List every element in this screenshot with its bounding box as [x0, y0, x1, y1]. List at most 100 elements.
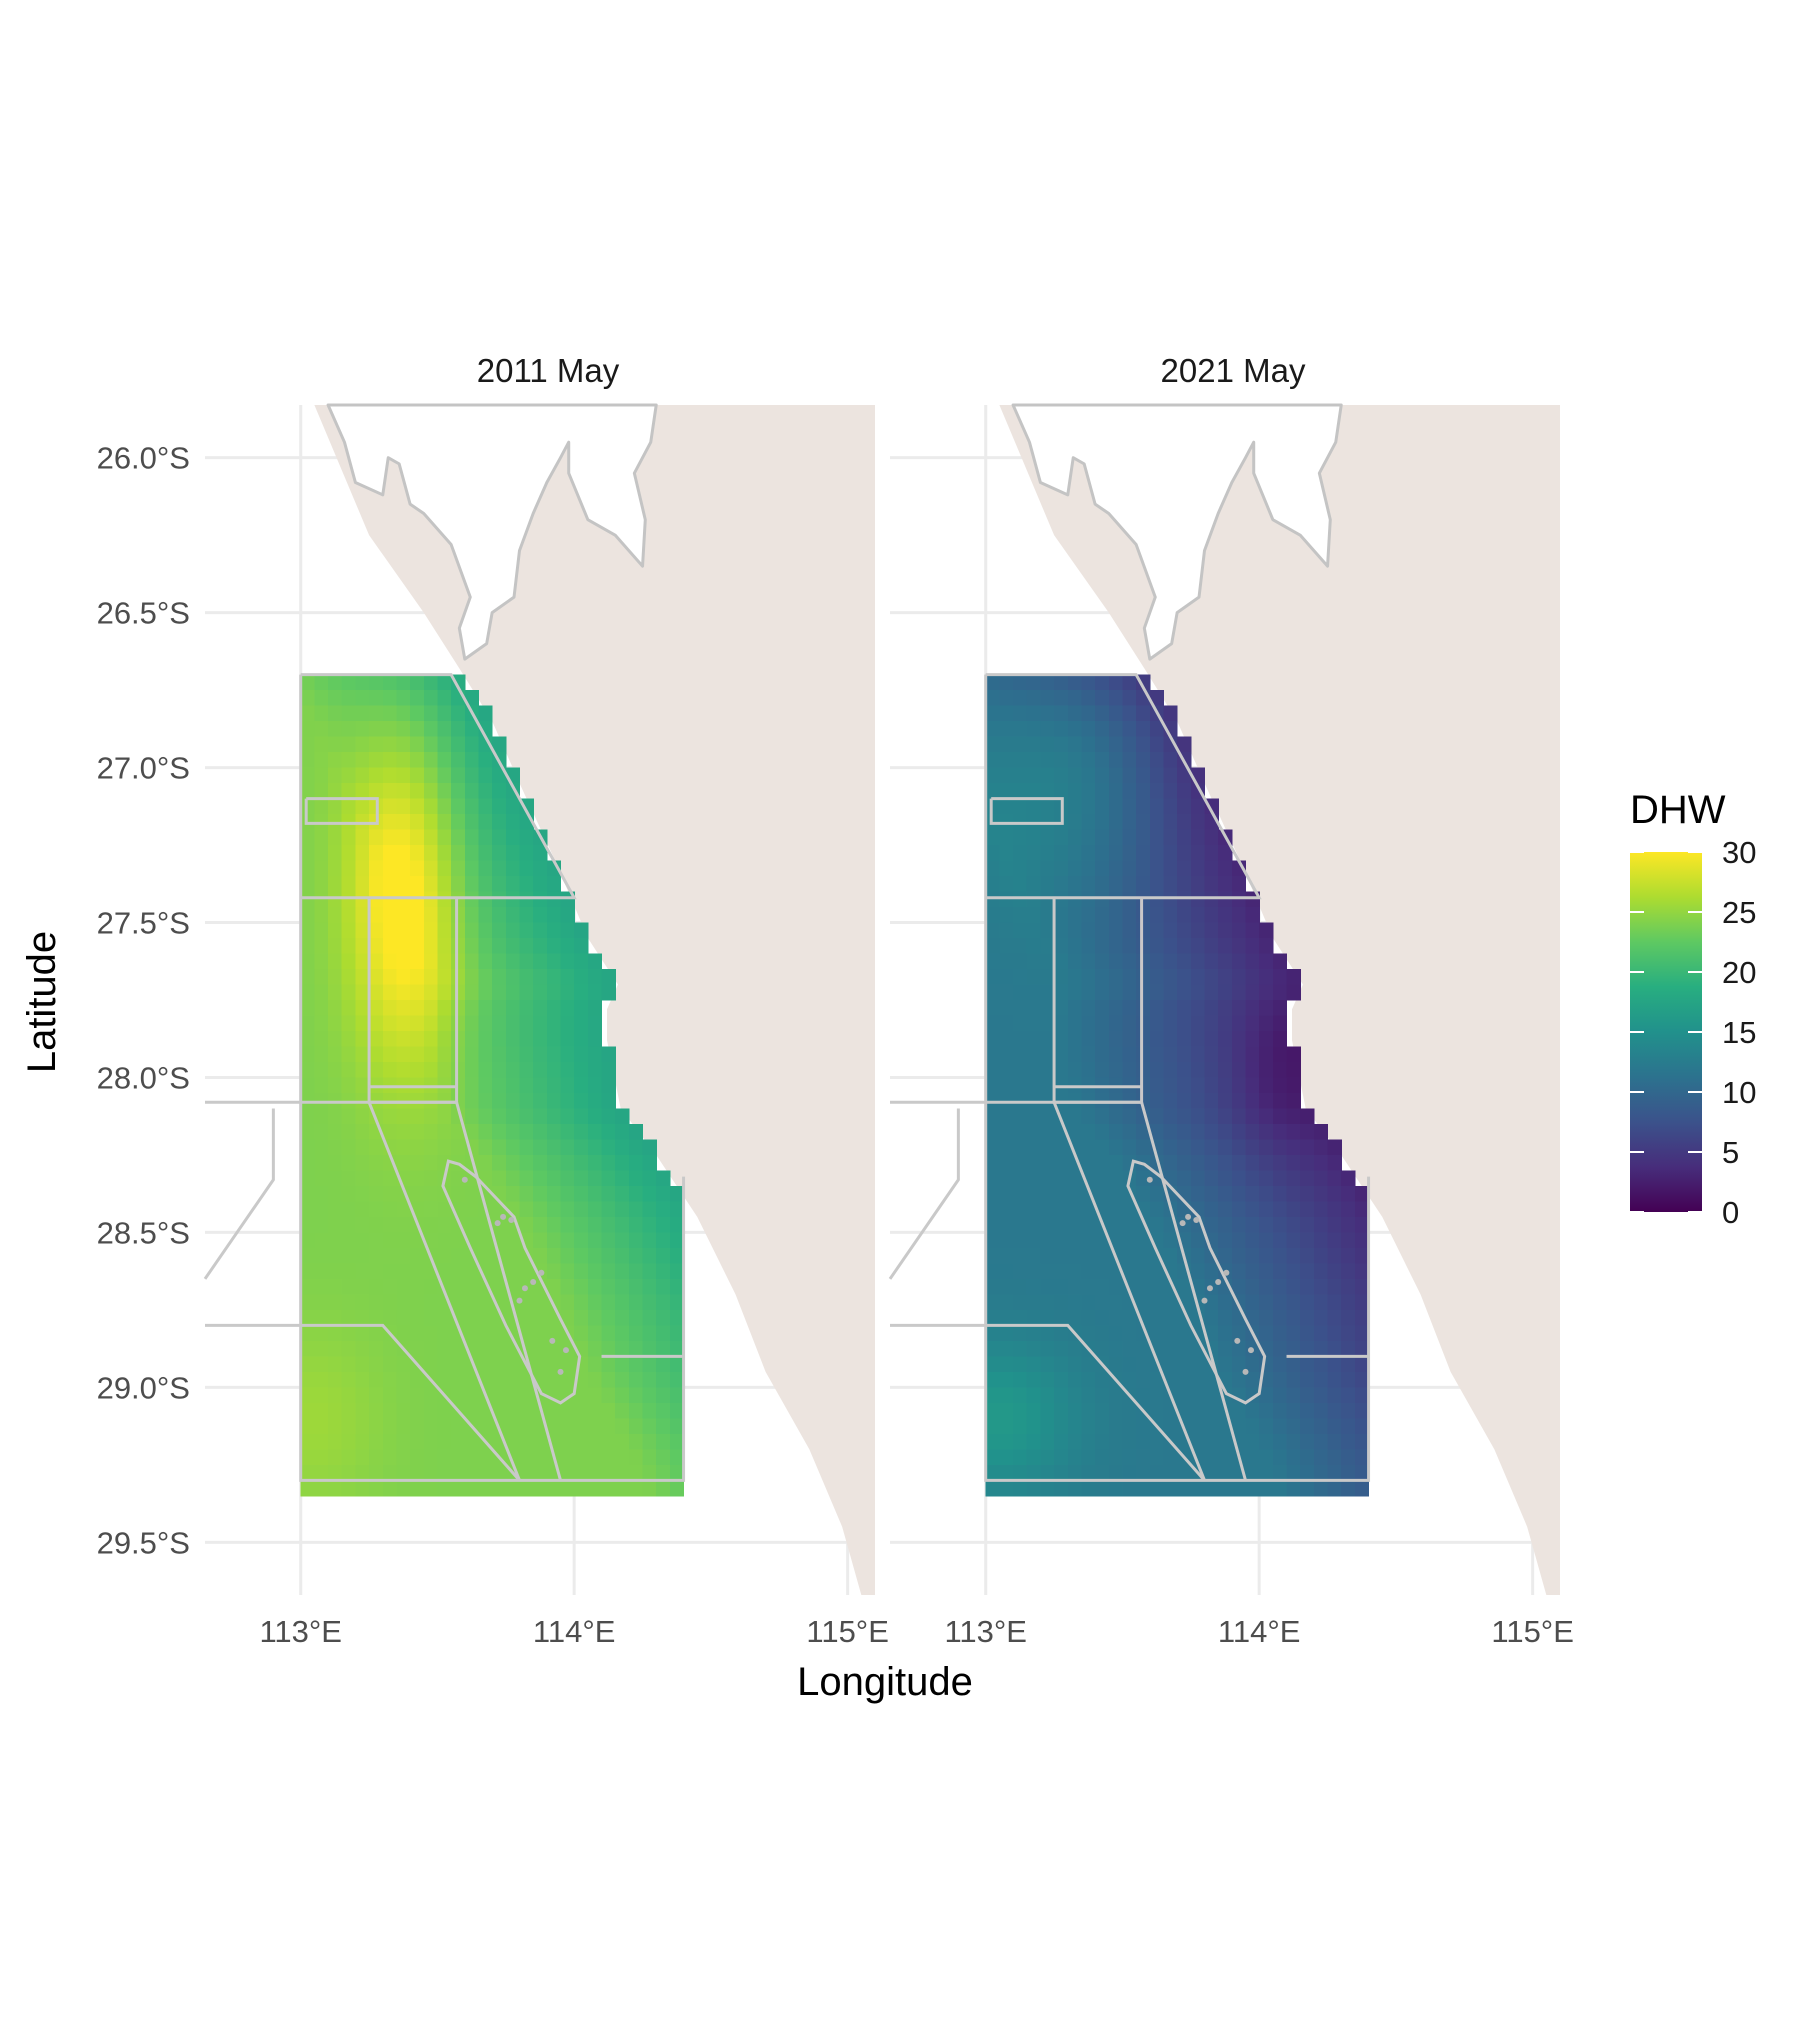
dhw-cell: [615, 1402, 630, 1419]
abrolhos-boundary: [1126, 1159, 1267, 1405]
dhw-cell: [300, 845, 315, 862]
dhw-cell: [410, 1015, 425, 1032]
dhw-cell: [1054, 690, 1069, 707]
dhw-cell: [300, 752, 315, 769]
dhw-cell: [1272, 1232, 1288, 1249]
dhw-cell: [300, 860, 315, 877]
dhw-cell: [505, 860, 521, 877]
island-dot: [1146, 1176, 1153, 1183]
dhw-cell: [1354, 1185, 1370, 1203]
dhw-cell: [999, 1387, 1014, 1404]
dhw-cell: [601, 1387, 616, 1404]
dhw-cell: [451, 922, 466, 939]
dhw-cell: [341, 829, 356, 846]
dhw-cell: [642, 1139, 657, 1156]
dhw-cell: [355, 1309, 370, 1326]
dhw-cell: [1286, 969, 1301, 986]
dhw-cell: [451, 1046, 466, 1063]
dhw-cell: [999, 1015, 1014, 1032]
dhw-cell: [451, 1263, 466, 1280]
dhw-cell: [1327, 1263, 1342, 1280]
dhw-cell: [451, 1449, 466, 1466]
dhw-cell: [464, 736, 480, 753]
dhw-cell: [505, 1108, 521, 1125]
dhw-cell: [1300, 1232, 1315, 1249]
dhw-cell: [1313, 1340, 1329, 1357]
dhw-cell: [1300, 1263, 1315, 1280]
zone-boundary-line: [300, 673, 577, 900]
dhw-cell: [985, 845, 1000, 862]
dhw-cell: [1026, 1216, 1041, 1234]
dhw-cell: [369, 860, 384, 877]
dhw-cell: [1108, 1123, 1124, 1141]
dhw-cell: [574, 1402, 589, 1419]
dhw-cell: [464, 907, 480, 924]
dhw-cell: [560, 1449, 575, 1466]
dhw-cell: [1177, 969, 1192, 986]
dhw-cell: [656, 1449, 671, 1466]
dhw-cell: [1354, 1309, 1370, 1326]
dhw-cell: [1177, 984, 1192, 1001]
dhw-cell: [355, 922, 370, 939]
dhw-cell: [1259, 1263, 1274, 1280]
dhw-cell: [355, 1247, 370, 1265]
dhw-cell: [1054, 1278, 1069, 1295]
dhw-cell: [1108, 814, 1124, 831]
dhw-cell: [396, 1387, 411, 1404]
dhw-cell: [437, 1356, 452, 1373]
dhw-cell: [985, 1371, 1000, 1388]
dhw-cell: [1013, 798, 1028, 815]
dhw-cell: [1341, 1201, 1356, 1218]
dhw-cell: [314, 907, 329, 924]
dhw-cell: [560, 1480, 575, 1497]
dhw-cell: [341, 1371, 356, 1388]
dhw-cell: [437, 1015, 452, 1032]
abrolhos-boundary: [441, 1159, 582, 1405]
dhw-cell: [464, 969, 480, 986]
dhw-cell: [1026, 907, 1041, 924]
dhw-cell: [423, 767, 439, 784]
dhw-cell: [985, 1139, 1000, 1156]
dhw-cell: [1149, 1325, 1165, 1342]
dhw-cell: [1204, 1123, 1219, 1141]
dhw-cell: [1286, 1449, 1301, 1466]
dhw-cell: [410, 705, 425, 722]
dhw-cell: [1122, 1046, 1137, 1063]
dhw-cell: [1163, 922, 1178, 939]
dhw-cell: [1218, 1061, 1233, 1079]
dhw-cell: [587, 953, 603, 970]
dhw-cell: [437, 1309, 452, 1326]
dhw-cell: [999, 1433, 1014, 1450]
dhw-cell: [1354, 1325, 1370, 1342]
dhw-cell: [451, 1356, 466, 1373]
dhw-cell: [574, 1278, 589, 1295]
dhw-cell: [464, 1077, 480, 1094]
dhw-cell: [601, 1480, 616, 1497]
dhw-cell: [1095, 1340, 1110, 1357]
dhw-cell: [369, 1139, 384, 1156]
dhw-cell: [1218, 907, 1233, 924]
dhw-cell: [1067, 1387, 1083, 1404]
dhw-cell: [1163, 1247, 1178, 1265]
dhw-cell: [615, 1154, 630, 1172]
dhw-cell: [341, 969, 356, 986]
dhw-cell: [560, 922, 575, 939]
dhw-cell: [1204, 1015, 1219, 1032]
dhw-cell: [478, 860, 493, 877]
dhw-cell: [519, 1216, 534, 1234]
dhw-cell: [396, 1216, 411, 1234]
dhw-cell: [492, 860, 507, 877]
dhw-cell: [546, 1015, 562, 1032]
dhw-cell: [615, 1232, 630, 1249]
dhw-cell: [985, 1185, 1000, 1203]
dhw-cell: [628, 1263, 644, 1280]
dhw-cell: [1177, 922, 1192, 939]
dhw-cell: [1204, 1325, 1219, 1342]
dhw-cell: [314, 891, 329, 908]
island-dot: [557, 1368, 564, 1375]
dhw-cell: [587, 1201, 603, 1218]
dhw-cell: [601, 1464, 616, 1481]
dhw-cell: [1026, 674, 1041, 691]
dhw-cell: [1136, 814, 1151, 831]
dhw-cell: [1218, 984, 1233, 1001]
